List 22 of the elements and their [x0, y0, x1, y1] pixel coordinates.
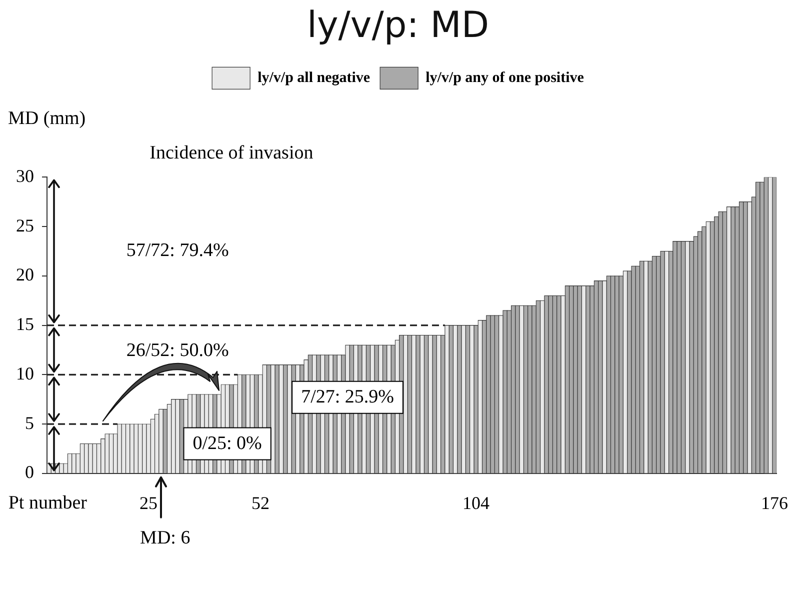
annotation: 7/27: 25.9%: [301, 386, 394, 408]
chart-title: ly/v/p: MD: [306, 4, 490, 46]
x-axis-title: Pt number: [8, 492, 88, 514]
legend-label: ly/v/p all negative: [258, 70, 370, 86]
y-tick-label: 15: [16, 314, 34, 334]
y-tick-label: 20: [16, 264, 34, 285]
x-tick-label: 176: [760, 492, 788, 513]
text: MD: 6: [140, 528, 190, 549]
x-tick-label: 25: [140, 492, 158, 513]
x-tick-label: 52: [251, 492, 270, 513]
annotation: 0/25: 0%: [192, 432, 262, 454]
text: Incidence of invasion: [150, 142, 314, 164]
y-tick-label: 5: [25, 412, 34, 433]
y-tick-label: 25: [16, 215, 34, 236]
legend-label: ly/v/p any of one positive: [426, 70, 584, 86]
annotation: 26/52: 50.0%: [126, 340, 229, 361]
y-axis-title: MD (mm): [8, 108, 86, 130]
annotation: 57/72: 79.4%: [126, 240, 229, 262]
x-tick-label: 104: [462, 492, 490, 513]
y-tick-label: 30: [16, 166, 34, 186]
y-tick-label: 10: [16, 363, 34, 384]
y-tick-label: 0: [25, 462, 34, 482]
